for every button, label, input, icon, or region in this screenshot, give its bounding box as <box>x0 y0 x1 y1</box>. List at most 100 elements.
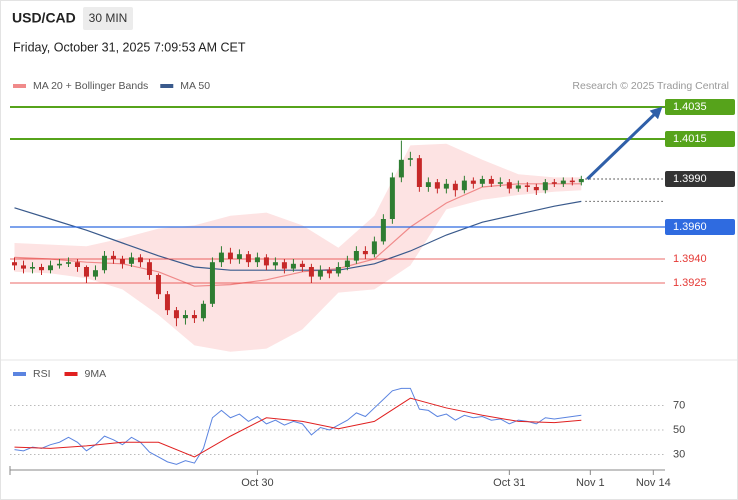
level-label: 1.4035 <box>673 101 707 113</box>
candle-body <box>227 252 233 259</box>
credit: Research © 2025 Trading Central <box>572 80 729 92</box>
candle-body <box>506 182 512 189</box>
candle-body <box>173 310 179 319</box>
candle-body <box>443 183 449 189</box>
legend-label: MA 50 <box>180 80 210 92</box>
candle-body <box>272 262 278 266</box>
candle-body <box>191 315 197 319</box>
candle-body <box>110 255 116 259</box>
candle-body <box>182 315 188 319</box>
rsi-line <box>14 387 582 465</box>
candle-body <box>497 182 503 184</box>
candle-body <box>11 262 17 266</box>
candle-body <box>470 180 476 184</box>
candle-body <box>245 254 251 263</box>
candle-body <box>38 267 44 271</box>
candle-body <box>425 182 431 187</box>
level-label: 1.4015 <box>673 133 707 145</box>
candle-body <box>533 187 539 191</box>
candle-body <box>209 262 215 304</box>
candle-body <box>515 185 521 189</box>
candle-body <box>281 262 287 269</box>
legend-swatch <box>160 84 174 88</box>
timestamp: Friday, October 31, 2025 7:09:53 AM CET <box>13 40 246 54</box>
interval-badge <box>83 7 133 30</box>
level-label: 1.3960 <box>673 221 707 233</box>
candle-body <box>362 251 368 255</box>
candle-body <box>344 260 350 267</box>
level-label-box <box>665 131 735 147</box>
y-tick-label: 50 <box>673 424 685 436</box>
candle-body <box>65 262 71 264</box>
legend-swatch <box>13 84 26 88</box>
legend-swatch <box>13 372 26 376</box>
symbol: USD/CAD <box>12 10 76 26</box>
candle-body <box>56 263 62 266</box>
x-tick-label: Oct 31 <box>493 477 525 489</box>
y-tick-label: 30 <box>673 448 685 460</box>
candle-body <box>524 185 530 187</box>
rsi-line <box>14 397 582 458</box>
candle-body <box>542 182 548 191</box>
x-tick-label: Nov 14 <box>636 477 671 489</box>
level-label-box <box>665 171 735 187</box>
candle-body <box>407 158 413 160</box>
candle-body <box>461 180 467 191</box>
y-tick-label: 70 <box>673 399 685 411</box>
candle-body <box>308 267 314 277</box>
candle-body <box>380 219 386 242</box>
candle-body <box>128 257 134 264</box>
candle-body <box>416 158 422 187</box>
level-label: 1.3940 <box>673 253 707 265</box>
candle-body <box>479 179 485 184</box>
candle-body <box>317 270 323 277</box>
candle-body <box>578 179 584 183</box>
legend-label: MA 20 + Bollinger Bands <box>33 80 148 92</box>
candle-body <box>488 179 494 184</box>
candle-body <box>29 267 35 269</box>
legend-label: RSI <box>33 368 51 380</box>
legend-label: 9MA <box>85 368 107 380</box>
level-label-box <box>665 219 735 235</box>
candle-body <box>299 263 305 267</box>
candle-body <box>560 180 566 184</box>
x-tick-label: Oct 30 <box>241 477 273 489</box>
candle-body <box>92 270 98 277</box>
level-label-box <box>665 99 735 115</box>
candle-body <box>155 275 161 295</box>
candle-body <box>452 183 458 191</box>
candle-body <box>290 263 296 269</box>
interval: 30 MIN <box>89 11 128 25</box>
candle-body <box>398 159 404 178</box>
candle-body <box>119 259 125 264</box>
candle-body <box>326 270 332 274</box>
x-tick-label: Nov 1 <box>576 477 605 489</box>
candle-body <box>236 254 242 259</box>
candle-body <box>434 182 440 189</box>
candle-body <box>353 251 359 261</box>
candle-body <box>335 267 341 274</box>
candle-body <box>263 257 269 266</box>
candle-body <box>551 182 557 184</box>
candle-body <box>218 252 224 263</box>
candle-body <box>146 262 152 275</box>
candle-body <box>47 265 53 271</box>
bollinger-band <box>14 143 582 352</box>
candle-body <box>83 267 89 277</box>
candle-body <box>101 255 107 271</box>
candle-body <box>20 265 26 269</box>
candle-body <box>200 303 206 319</box>
candle-body <box>389 177 395 219</box>
candle-body <box>254 257 260 263</box>
projection-arrow <box>586 106 663 181</box>
legend-swatch <box>64 372 78 376</box>
candle-body <box>569 180 575 183</box>
candle-body <box>164 294 170 311</box>
level-label: 1.3925 <box>673 277 707 289</box>
candle-body <box>74 262 80 267</box>
candle-body <box>137 257 143 263</box>
candle-body <box>371 241 377 255</box>
level-label: 1.3990 <box>673 173 707 185</box>
